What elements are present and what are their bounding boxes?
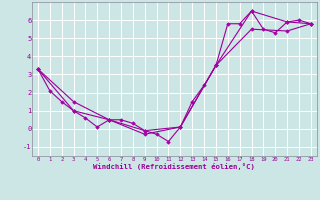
X-axis label: Windchill (Refroidissement éolien,°C): Windchill (Refroidissement éolien,°C) bbox=[93, 163, 255, 170]
